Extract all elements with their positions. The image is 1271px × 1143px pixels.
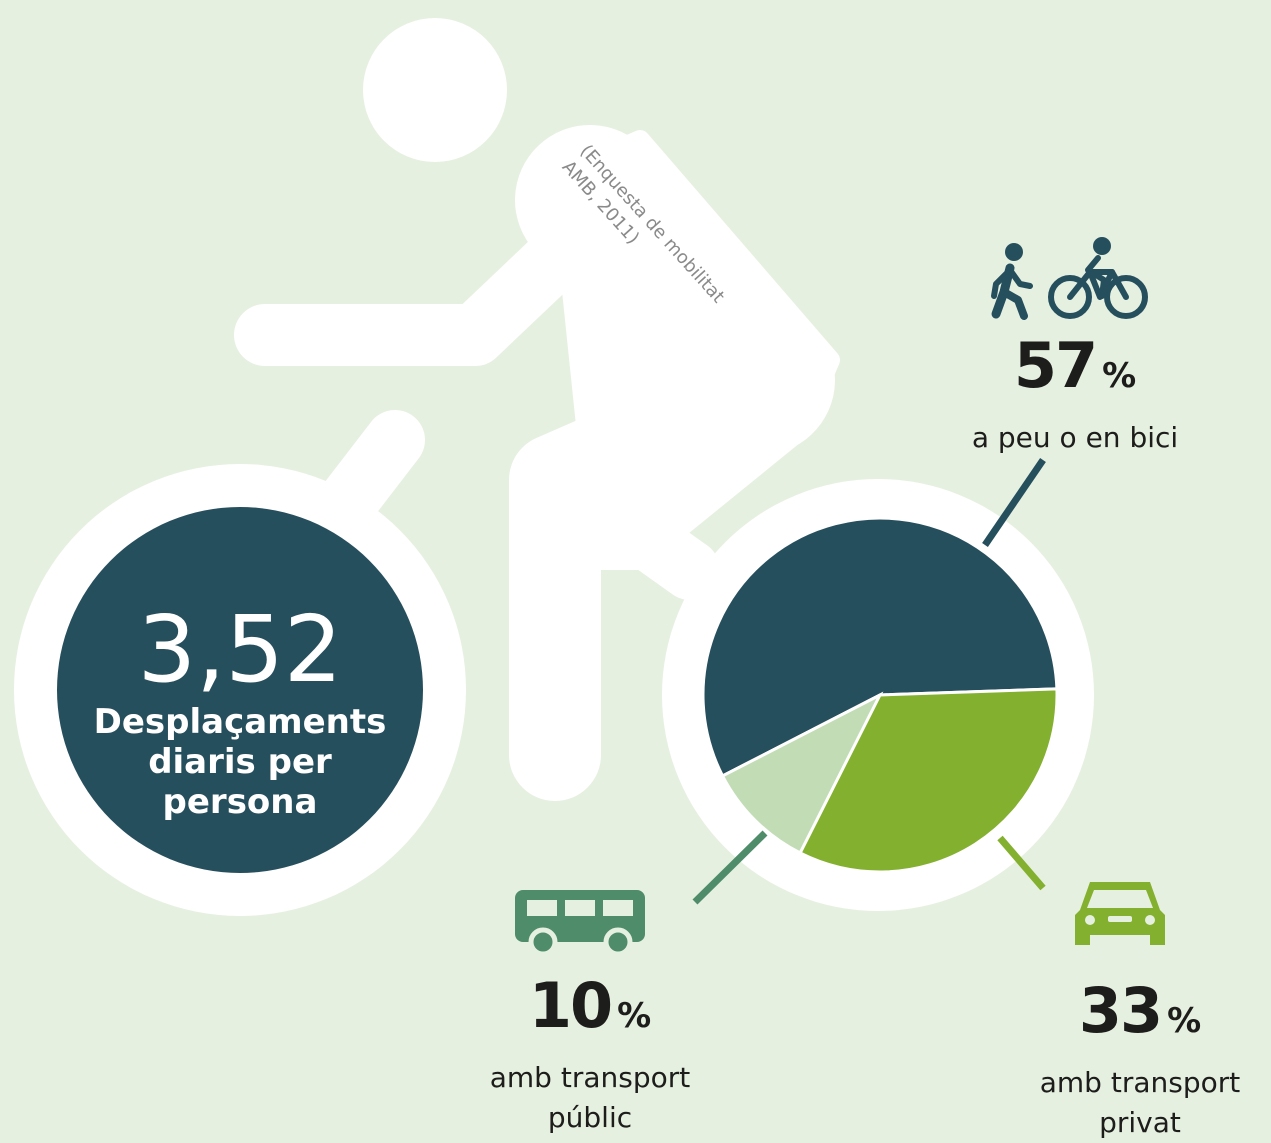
slice-label: 10% amb transport públic <box>450 970 730 1138</box>
category-label: amb transport privat <box>1039 1066 1241 1139</box>
unit-label: % <box>1167 1001 1202 1041</box>
total-label: Desplaçaments diaris per persona <box>93 702 387 822</box>
pie-slice <box>701 516 1059 778</box>
unit-label: % <box>1102 356 1137 396</box>
value-label: 33 <box>1078 974 1163 1047</box>
leader-line <box>997 835 1046 891</box>
walk-icon <box>991 243 1033 320</box>
value-line: 10% <box>450 970 730 1058</box>
bus-icon <box>515 890 645 957</box>
unit-label: % <box>617 996 652 1036</box>
value-line: 33% <box>1000 975 1271 1063</box>
pie-slice <box>720 691 884 856</box>
slice-label: 57% a peu o en bici <box>935 330 1215 458</box>
bike-icon <box>1048 237 1148 319</box>
value-label: 10 <box>528 969 613 1042</box>
leader-line <box>982 458 1046 547</box>
leader-line <box>692 830 768 905</box>
total-circle <box>57 507 423 873</box>
slice-label: 33% amb transport privat <box>1000 975 1271 1143</box>
value-label: 57 <box>1013 329 1098 402</box>
cyclist <box>234 18 840 801</box>
category-label: a peu o en bici <box>971 421 1179 454</box>
category-label: amb transport públic <box>489 1061 691 1134</box>
pie-slice <box>798 687 1059 874</box>
value-line: 57% <box>935 330 1215 418</box>
car-icon <box>1075 882 1165 945</box>
total-value: 3,52 <box>137 596 343 703</box>
